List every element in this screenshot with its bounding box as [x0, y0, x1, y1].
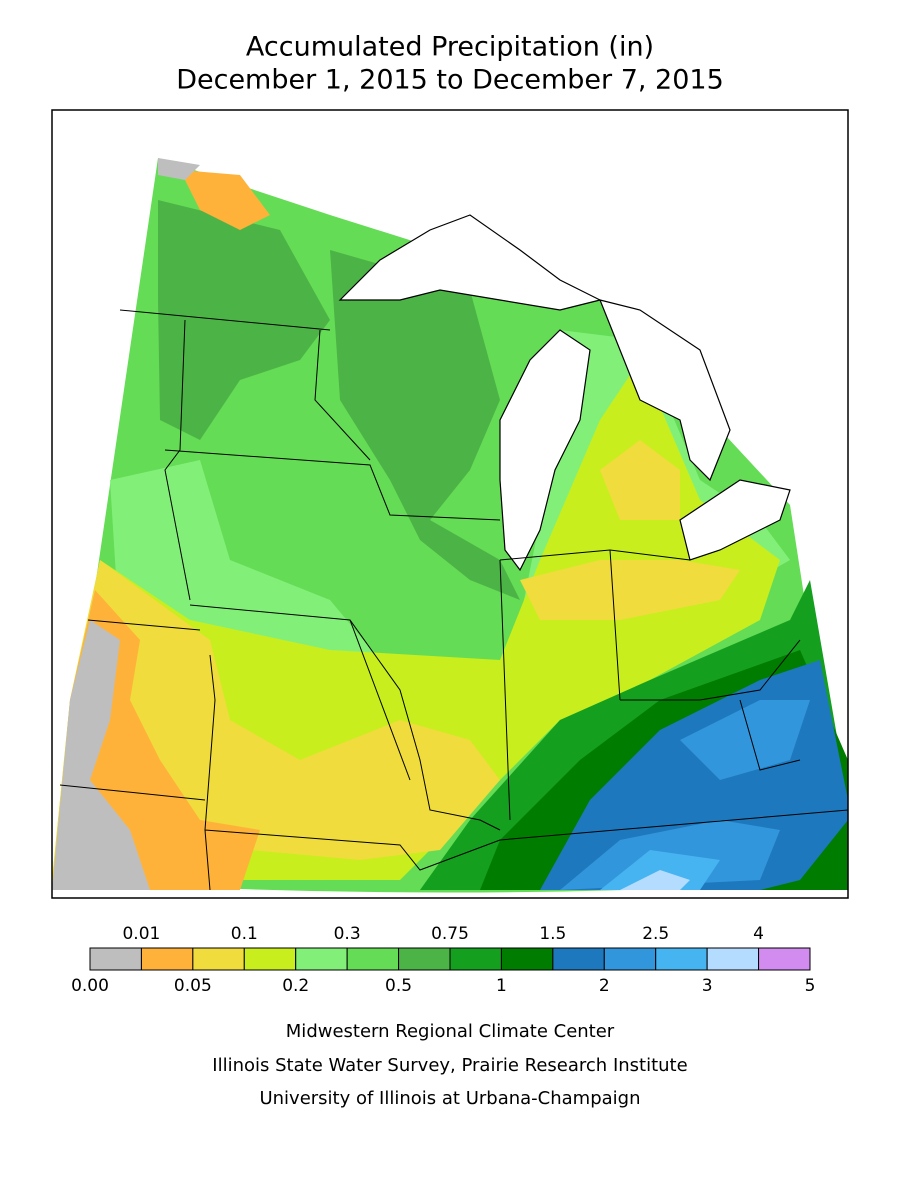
- legend-swatch: [500, 947, 554, 971]
- precip-field: [180, 170, 270, 230]
- credit: University of Illinois at Urbana-Champai…: [259, 1088, 640, 1109]
- precip-field: [158, 158, 200, 180]
- precip-field: [52, 620, 150, 890]
- legend-swatch: [140, 947, 194, 971]
- legend-label: 1.5: [539, 924, 566, 944]
- legend-swatch: [706, 947, 760, 971]
- legend-swatch: [552, 947, 605, 971]
- legend-label: 5: [805, 976, 816, 996]
- legend-swatch: [603, 947, 657, 971]
- credit: Illinois State Water Survey, Prairie Res…: [212, 1055, 687, 1076]
- precip-field: [680, 700, 810, 780]
- legend-label: 0.75: [431, 924, 469, 944]
- title-line: Accumulated Precipitation (in): [246, 32, 654, 63]
- title-line: December 1, 2015 to December 7, 2015: [176, 65, 724, 96]
- map-frame: [51, 109, 849, 899]
- legend-label: 1: [496, 976, 507, 996]
- legend-swatch: [655, 947, 708, 971]
- map: [51, 109, 849, 899]
- legend-swatch: [346, 947, 400, 971]
- legend-label: 0.00: [71, 976, 109, 996]
- legend-label: 0.3: [334, 924, 361, 944]
- state-lines: [59, 309, 848, 891]
- legend-label: 0.01: [122, 924, 160, 944]
- legend-label: 4: [753, 924, 764, 944]
- legend-swatch: [758, 947, 811, 971]
- legend-swatch: [192, 947, 245, 971]
- legend-swatch: [89, 947, 142, 971]
- legend-label: 0.05: [174, 976, 212, 996]
- legend-label: 0.5: [385, 976, 412, 996]
- legend-swatch: [243, 947, 297, 971]
- legend-label: 2.5: [642, 924, 669, 944]
- legend-label: 0.1: [231, 924, 258, 944]
- legend-swatch: [295, 947, 348, 971]
- legend-label: 0.2: [282, 976, 309, 996]
- precip-field: [330, 250, 520, 600]
- legend-swatch: [449, 947, 502, 971]
- precip-field: [158, 200, 330, 440]
- precip-field: [620, 870, 690, 890]
- precip-field: [600, 440, 680, 520]
- precip-field: [520, 560, 740, 620]
- lakes: [338, 214, 791, 572]
- legend-label: 2: [599, 976, 610, 996]
- legend-swatch: [398, 947, 451, 971]
- legend-label: 3: [702, 976, 713, 996]
- legend: 0.00 0.01 0.05 0.1 0.2 0.3 0.5 0.75 1 1.5 2 2.5 3 4 5: [71, 924, 815, 996]
- credit: Midwestern Regional Climate Center: [286, 1021, 615, 1042]
